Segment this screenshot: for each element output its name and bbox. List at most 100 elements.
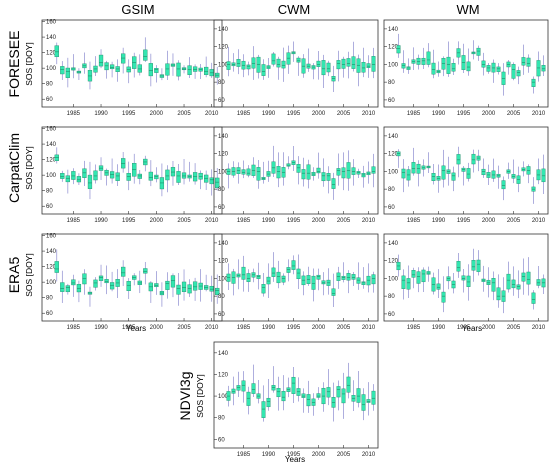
box-1989 [261,272,266,297]
x-tick-label: 1990 [432,218,446,224]
box [276,388,281,398]
box-2006 [516,270,521,299]
x-tick-label: 1990 [262,452,276,458]
box [356,388,361,403]
y-tick-label: 100 [46,173,57,179]
box [209,285,214,292]
box-2003 [170,160,176,186]
box-1984 [65,283,70,295]
box [496,287,501,301]
box-2004 [336,380,341,411]
box-2005 [341,56,346,78]
box [306,164,311,180]
y-tick-label: 60 [46,311,53,317]
box-2008 [198,170,203,190]
y-tick-label: 60 [218,437,225,443]
box-1997 [301,54,306,78]
x-tick-label: 2010 [532,325,546,331]
box [476,259,481,272]
box-1994 [286,377,291,398]
box-1987 [251,157,256,178]
box-1987 [82,52,87,74]
box-1999 [148,53,153,87]
box-1984 [236,162,241,184]
box-1982 [396,33,401,58]
y-tick-label: 140 [46,142,57,148]
box [401,168,406,179]
box [341,388,346,404]
box [466,275,471,287]
box-1999 [311,393,316,416]
box [176,284,181,295]
box-1995 [291,367,296,404]
y-tick-label: 140 [388,27,399,33]
box-2008 [356,370,361,408]
box-1989 [93,164,98,184]
box-2004 [176,164,181,185]
box-1984 [236,259,241,290]
y-tick-label: 120 [388,45,399,51]
x-tick-label: 1990 [432,325,446,331]
box-1991 [271,145,276,178]
box-1983 [231,268,236,296]
box [98,275,104,281]
panel-foresee-wm: 60 80 100 120 140 1985 1990 1995 2000 2005 2010 [383,19,549,117]
box-1991 [441,149,446,188]
x-tick-label: 2005 [507,111,521,117]
box-1995 [461,165,466,186]
box [531,78,536,87]
box [336,60,341,70]
box [286,267,291,273]
box-1984 [236,371,241,397]
box [541,168,546,183]
box-2000 [154,271,159,295]
box [526,271,531,285]
y-tick-label: 60 [388,205,395,211]
box-2002 [496,274,501,308]
box [436,283,441,290]
box [291,376,296,394]
x-tick-label: 1995 [457,218,471,224]
box-1996 [132,52,137,78]
x-tick-label: 1995 [122,111,136,117]
box-1990 [266,160,271,182]
x-tick-label: 2005 [177,325,191,331]
box [411,270,416,278]
box [98,54,104,67]
box [256,167,261,181]
box [456,154,461,165]
box-1999 [311,167,316,181]
box [143,268,148,274]
box-1990 [98,157,104,181]
box-1995 [126,161,131,191]
x-axis-label-gsim: Years [126,324,146,333]
x-tick-label: 2005 [337,111,351,117]
panel-carpatclim-gsim: 60 80 100 120 140 160 1985 1990 1995 2000 2005 2010 [41,127,223,224]
box-2002 [326,60,331,77]
box [109,64,115,70]
box-1986 [246,165,251,178]
box-1990 [266,263,271,299]
box-1993 [115,164,120,186]
box [209,177,214,185]
box-2005 [181,158,187,185]
box [215,287,220,295]
box-1991 [104,60,109,79]
plot-frame [383,126,549,215]
box-2009 [531,290,536,310]
x-tick-label: 2010 [362,452,376,458]
box-1991 [104,265,109,295]
y-tick-label: 80 [46,189,53,195]
box [181,172,187,179]
box-1985 [71,168,76,185]
panel-carpatclim-cwm: 60 80 100 120 140 1985 1990 1995 2000 2005 2010 [213,126,379,224]
box [426,51,431,65]
box [60,66,65,75]
box [165,280,170,290]
plot-frame [383,19,549,108]
box [486,65,491,72]
box [441,291,446,303]
box [351,56,356,69]
y-tick-label: 140 [46,249,57,255]
x-tick-label: 1995 [287,111,301,117]
